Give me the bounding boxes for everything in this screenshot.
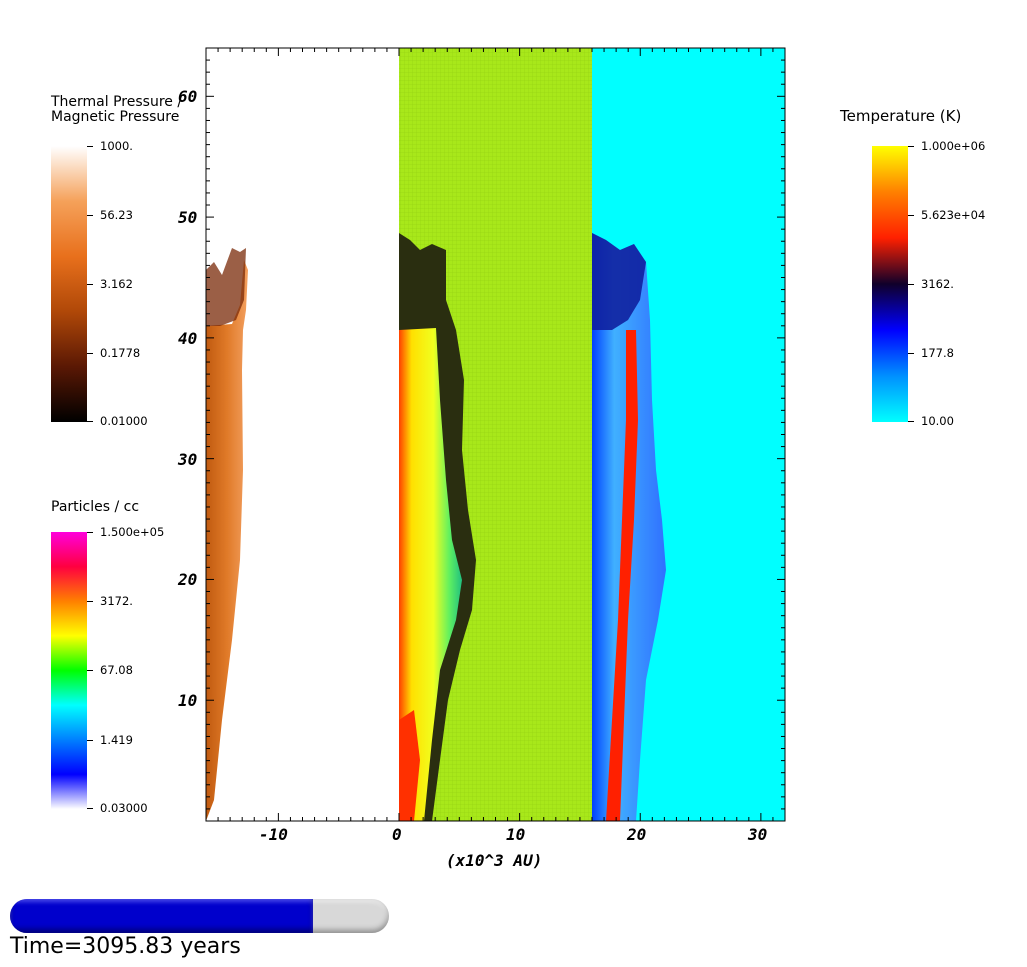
particles-colorbar-label: 67.08 (100, 663, 133, 677)
temperature-colorbar-label: 3162. (921, 277, 954, 291)
thermal-colorbar-label: 1000. (100, 139, 133, 153)
temperature-colorbar-label: 10.00 (921, 414, 954, 428)
temperature-hot-layer (606, 330, 638, 821)
temperature-colorbar-label: 177.8 (921, 346, 954, 360)
particles-colorbar-label: 0.03000 (100, 801, 148, 815)
thermal-colorbar-title-line1: Thermal Pressure / (51, 94, 183, 110)
thermal-colorbar-label: 56.23 (100, 208, 133, 222)
y-tick-label: 50 (178, 208, 198, 227)
y-tick-label: 10 (178, 691, 198, 710)
y-tick-label: 30 (178, 450, 198, 469)
thermal-pressure-shell (206, 248, 246, 326)
temperature-colorbar-label: 5.623e+04 (921, 208, 986, 222)
time-progress-bar[interactable] (10, 899, 389, 933)
particles-colorbar-label: 1.500e+05 (100, 525, 165, 539)
thermal-pressure-outflow (206, 260, 248, 821)
particles-colorbar (51, 532, 87, 809)
temperature-colorbar (872, 146, 908, 422)
x-tick-label: 0 (392, 825, 402, 844)
temperature-colorbar-title: Temperature (K) (840, 107, 962, 125)
time-readout: Time=3095.83 years (10, 934, 241, 959)
x-tick-label: 20 (627, 825, 647, 844)
y-tick-label: 60 (178, 87, 198, 106)
thermal-colorbar-label: 0.01000 (100, 414, 148, 428)
y-tick-label: 40 (178, 329, 198, 348)
thermal-colorbar-label: 0.1778 (100, 346, 141, 360)
density-outflow-core (399, 328, 462, 821)
time-progress-fill (10, 899, 314, 933)
temperature-shell-edge (592, 233, 646, 330)
thermal-colorbar-title-line2: Magnetic Pressure (51, 109, 180, 125)
x-axis-label: (x10^3 AU) (446, 851, 543, 870)
x-tick-label: -10 (259, 825, 288, 844)
particles-colorbar-label: 3172. (100, 594, 133, 608)
x-tick-label: 30 (748, 825, 768, 844)
thermal-colorbar (51, 146, 87, 422)
thermal-colorbar-label: 3.162 (100, 277, 133, 291)
temperature-colorbar-label: 1.000e+06 (921, 139, 986, 153)
particles-colorbar-title: Particles / cc (51, 499, 140, 515)
density-jet-edge (399, 710, 420, 821)
particles-colorbar-label: 1.419 (100, 733, 133, 747)
y-axis-ticks (206, 47, 785, 822)
x-axis-ticks (205, 48, 786, 821)
thermal-colorbar-title: Thermal Pressure / Magnetic Pressure (51, 95, 182, 125)
x-tick-label: 10 (506, 825, 526, 844)
y-tick-label: 20 (178, 570, 198, 589)
